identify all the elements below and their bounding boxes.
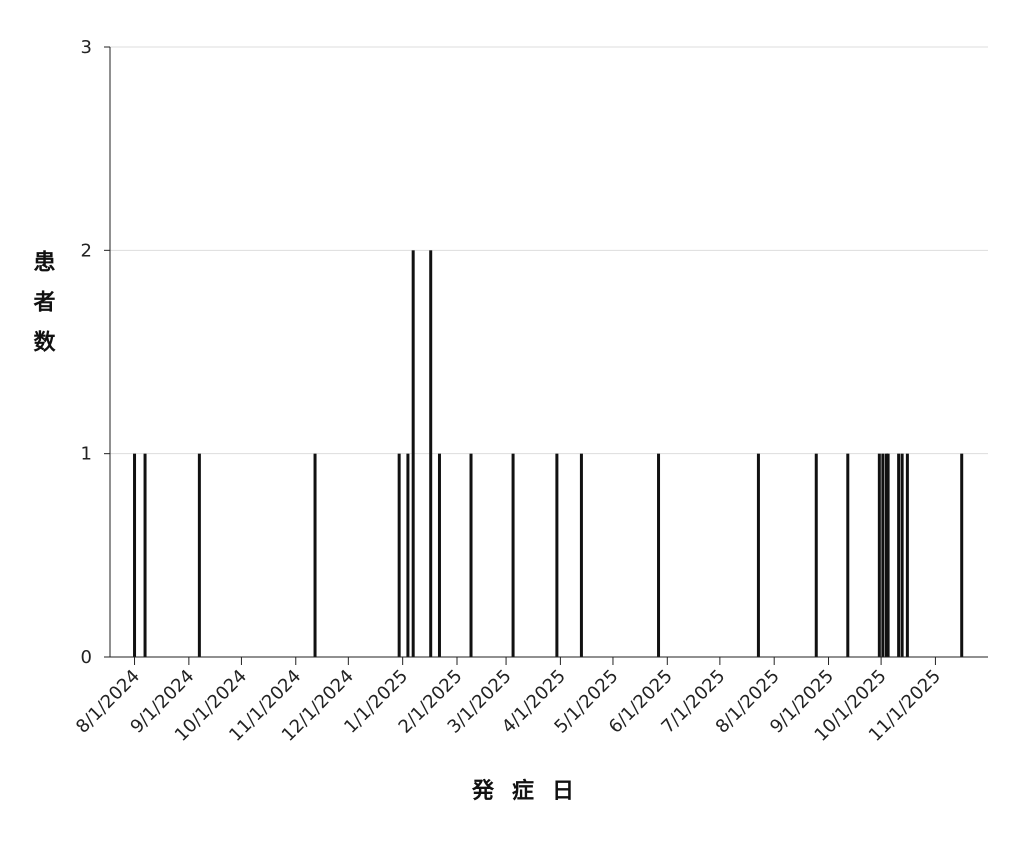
bar [886, 453, 890, 657]
bar [657, 453, 661, 657]
bar [905, 453, 909, 657]
bar [511, 453, 515, 657]
bar [313, 453, 317, 657]
bar [555, 453, 559, 657]
bar [437, 453, 441, 657]
bar [411, 250, 415, 658]
bar [884, 453, 888, 657]
bar [429, 250, 433, 658]
bar [133, 453, 137, 657]
bar [143, 453, 147, 657]
bar [197, 453, 201, 657]
bar [756, 453, 760, 657]
bar [897, 453, 901, 657]
bar [881, 453, 885, 657]
bar [397, 453, 401, 657]
y-axis-title: 患者数 [30, 249, 57, 370]
y-tick-label: 2 [81, 240, 92, 261]
bar [877, 453, 881, 657]
bar [900, 453, 904, 657]
y-tick-label: 0 [81, 647, 92, 668]
y-tick-label: 1 [81, 444, 92, 465]
bar [814, 453, 818, 657]
bar [579, 453, 583, 657]
bar [846, 453, 850, 657]
y-tick-label: 3 [81, 37, 92, 58]
bar [469, 453, 473, 657]
bar [406, 453, 410, 657]
x-axis-title: 発症日 [471, 778, 592, 804]
bar [960, 453, 964, 657]
